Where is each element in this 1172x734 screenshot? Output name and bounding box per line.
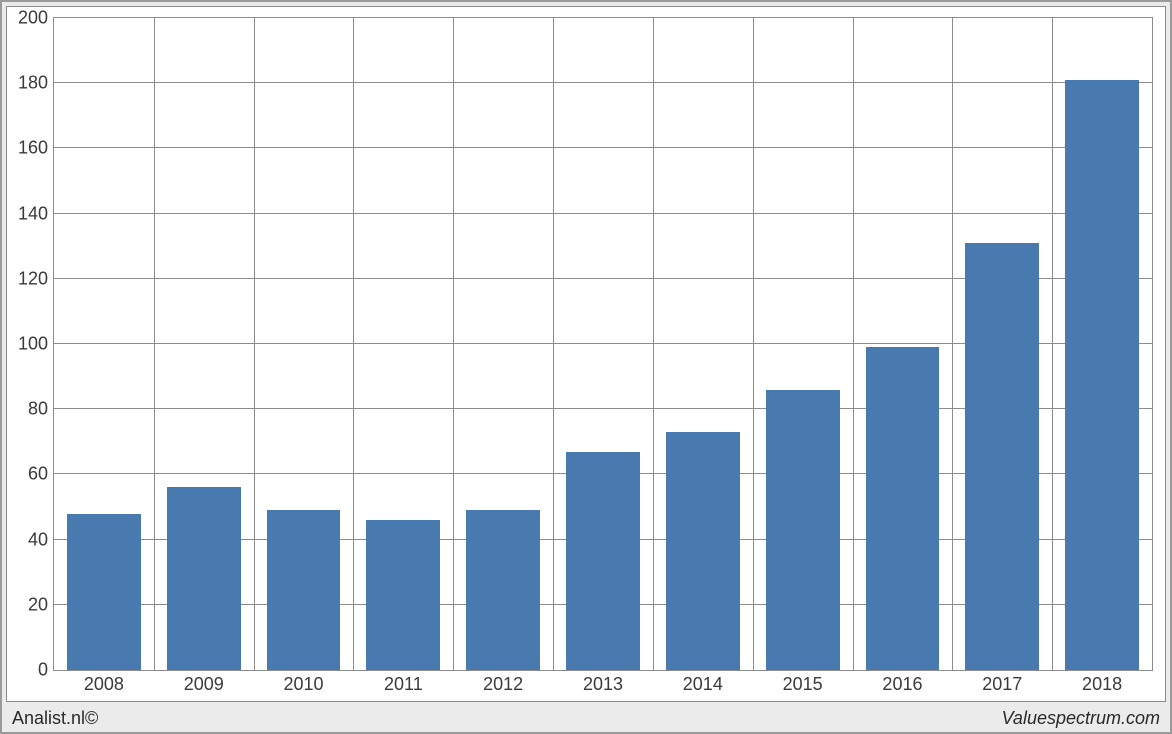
bar [167, 487, 241, 670]
gridline-v [553, 18, 554, 670]
gridline-h [54, 213, 1152, 214]
bar [267, 510, 341, 670]
gridline-v [154, 18, 155, 670]
bar [466, 510, 540, 670]
gridline-v [353, 18, 354, 670]
x-axis-label: 2014 [683, 670, 723, 695]
bar [1065, 80, 1139, 670]
gridline-h [54, 82, 1152, 83]
y-axis-label: 180 [18, 73, 54, 94]
gridline-v [753, 18, 754, 670]
x-axis-label: 2015 [783, 670, 823, 695]
plot-area: 0204060801001201401601802002008200920102… [53, 17, 1153, 671]
gridline-v [853, 18, 854, 670]
gridline-v [453, 18, 454, 670]
bar [965, 243, 1039, 670]
footer-left: Analist.nl© [12, 708, 98, 729]
x-axis-label: 2010 [284, 670, 324, 695]
y-axis-label: 80 [28, 399, 54, 420]
x-axis-label: 2008 [84, 670, 124, 695]
gridline-h [54, 147, 1152, 148]
x-axis-label: 2012 [483, 670, 523, 695]
y-axis-label: 40 [28, 529, 54, 550]
y-axis-label: 20 [28, 594, 54, 615]
x-axis-label: 2011 [384, 670, 423, 695]
y-axis-label: 0 [38, 660, 54, 681]
y-axis-label: 200 [18, 8, 54, 29]
x-axis-label: 2018 [1082, 670, 1122, 695]
gridline-v [254, 18, 255, 670]
y-axis-label: 60 [28, 464, 54, 485]
x-axis-label: 2017 [982, 670, 1022, 695]
bar [67, 514, 141, 670]
footer-right: Valuespectrum.com [1002, 708, 1160, 729]
x-axis-label: 2013 [583, 670, 623, 695]
bar [766, 390, 840, 670]
bar [666, 432, 740, 670]
y-axis-label: 100 [18, 334, 54, 355]
chart-frame: 0 20 40 60 80 100 120 140 160 180 200 2008 2009 2010 2… [0, 0, 1172, 734]
y-axis-label: 140 [18, 203, 54, 224]
gridline-v [1052, 18, 1053, 670]
x-axis-label: 2016 [882, 670, 922, 695]
chart-panel: 0 20 40 60 80 100 120 140 160 180 200 2008 2009 2010 2… [6, 6, 1166, 702]
bar [366, 520, 440, 670]
gridline-v [653, 18, 654, 670]
gridline-v [952, 18, 953, 670]
y-axis-label: 120 [18, 268, 54, 289]
x-axis-label: 2009 [184, 670, 224, 695]
bar [566, 452, 640, 670]
footer: Analist.nl© Valuespectrum.com [6, 706, 1166, 730]
bar [866, 347, 940, 670]
y-axis-label: 160 [18, 138, 54, 159]
